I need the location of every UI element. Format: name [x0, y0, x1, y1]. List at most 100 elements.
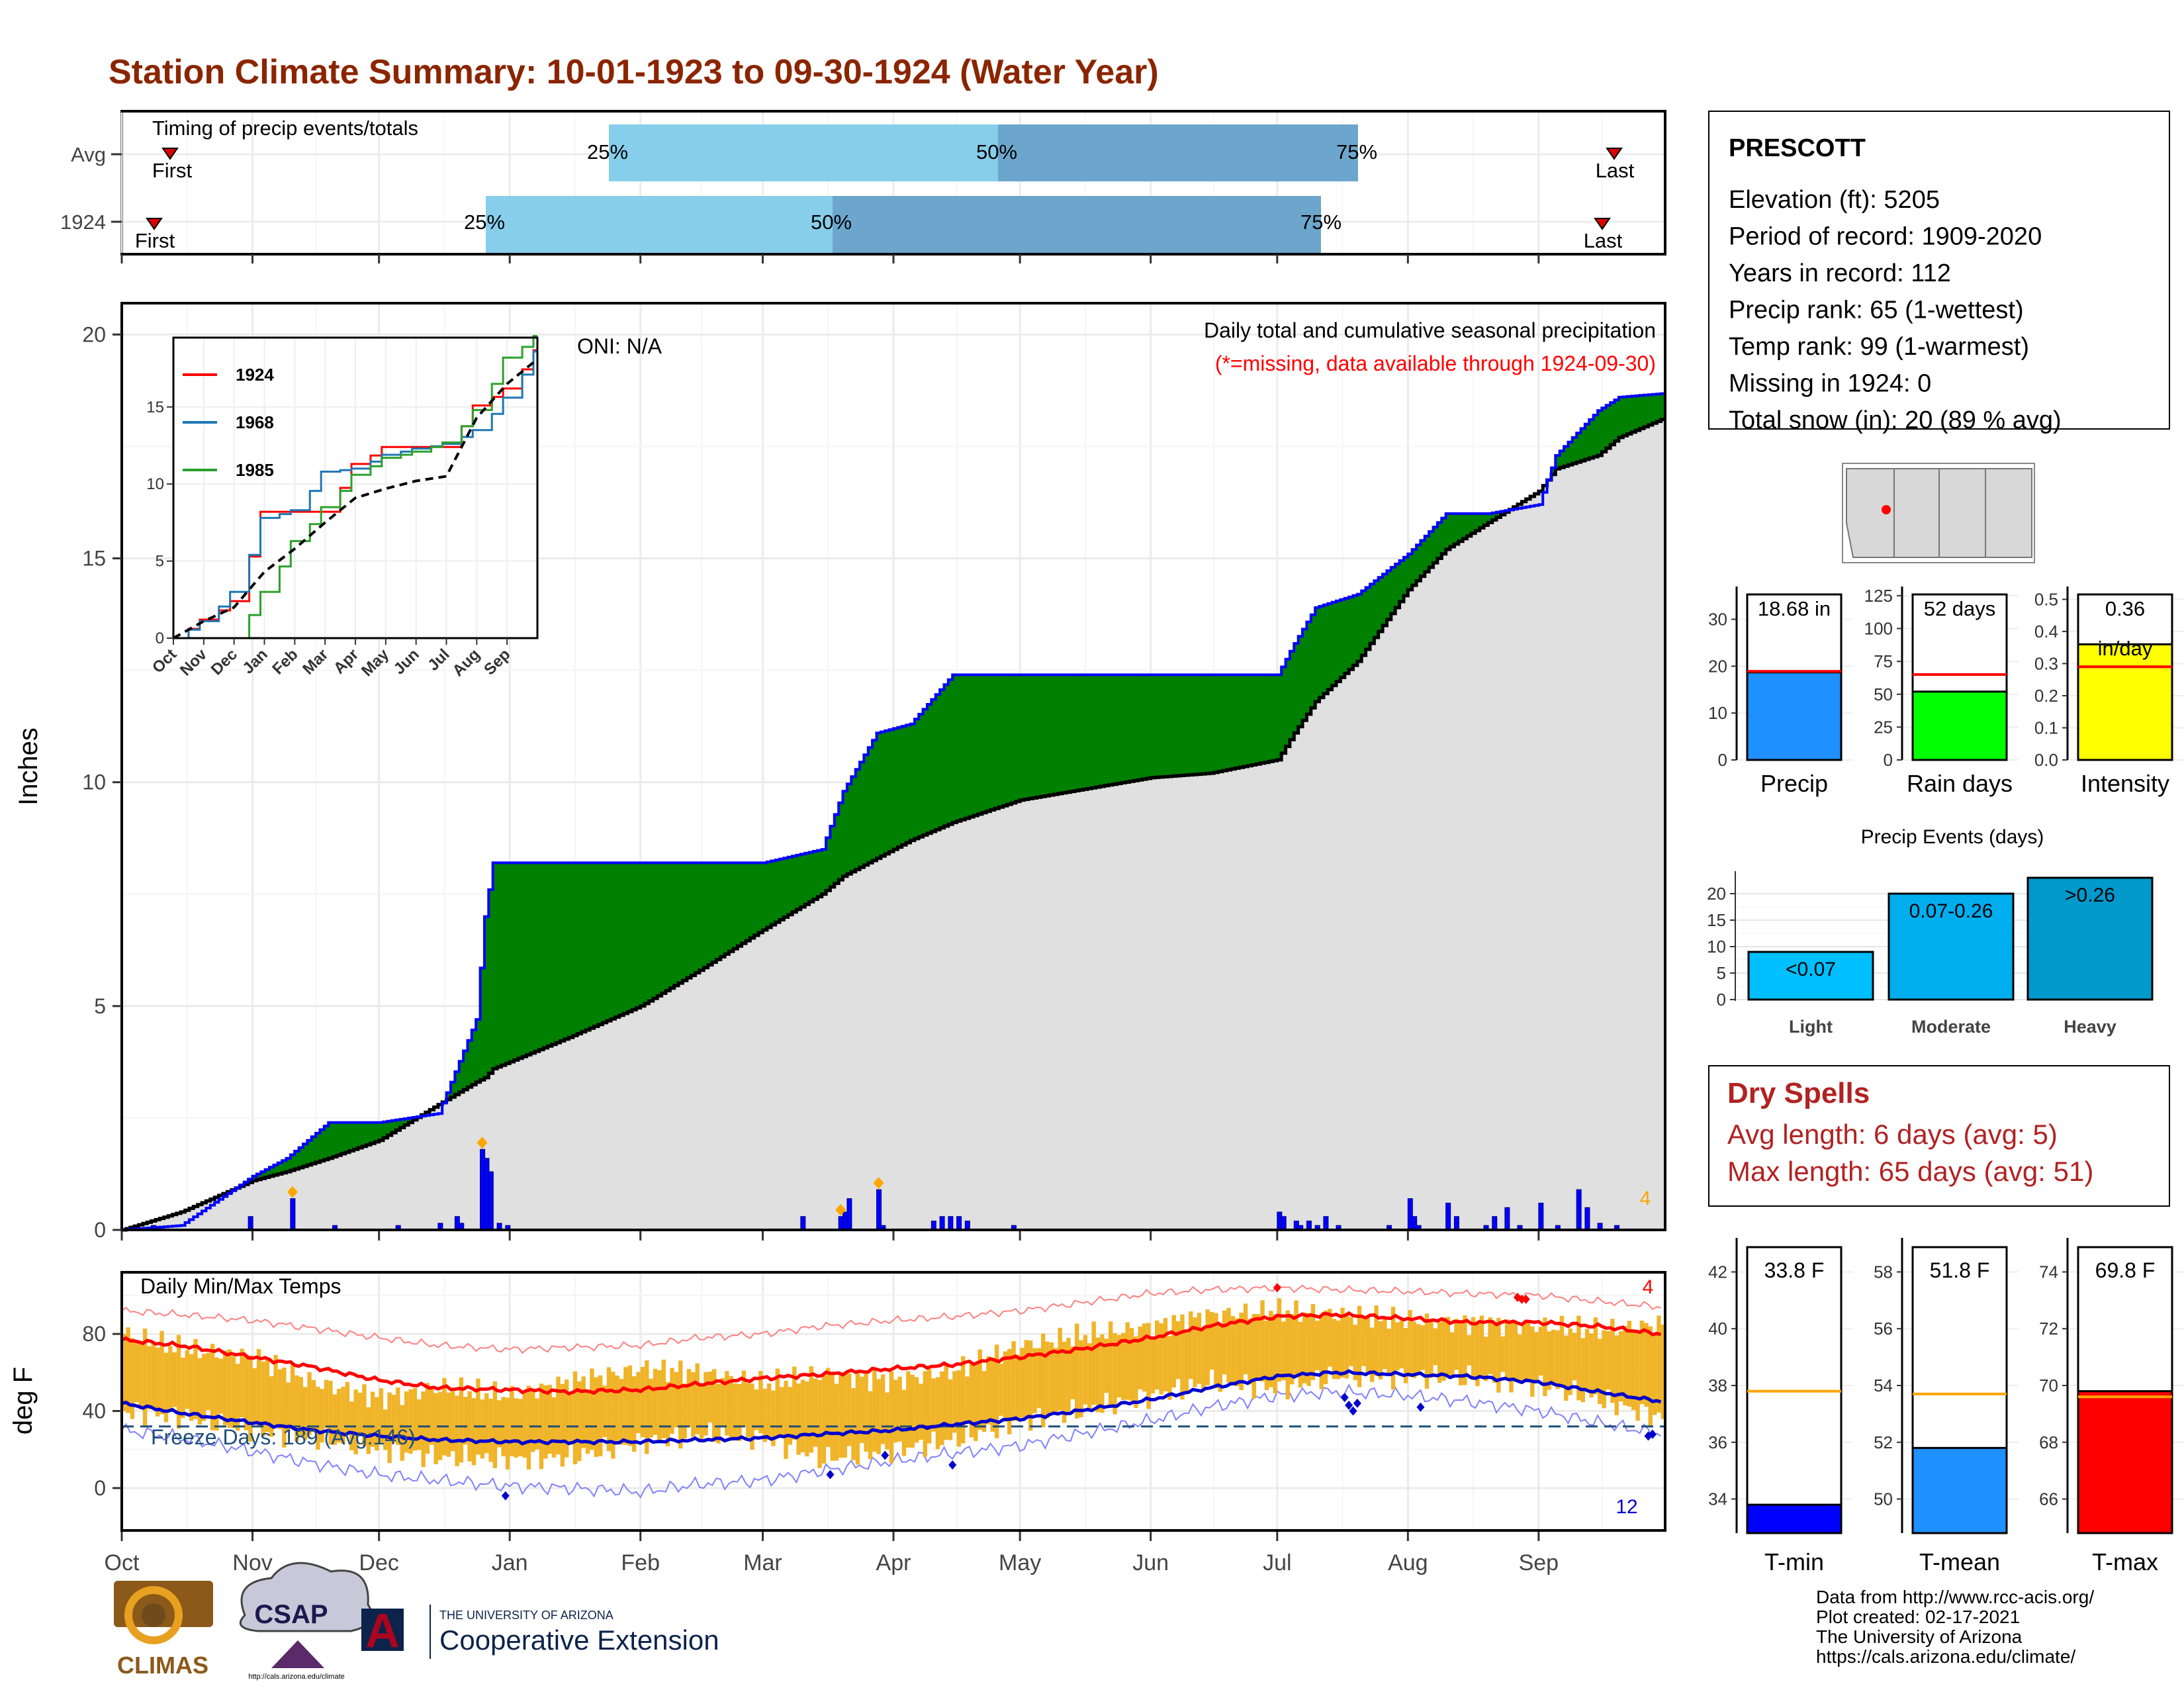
daily-temp-bar [919, 1383, 923, 1440]
legend-1968-label: 1968 [236, 412, 274, 432]
daily-temp-bar [1323, 1310, 1328, 1385]
snow-count: 4 [1640, 1188, 1651, 1209]
daily-temp-bar [1214, 1313, 1218, 1389]
mini-bar-category-label: Intensity [2081, 770, 2169, 797]
daily-temp-bar [1475, 1323, 1480, 1387]
daily-temp-bar [686, 1369, 692, 1428]
daily-temp-bar [1079, 1340, 1083, 1417]
mini-ytick-label: 0.3 [2034, 653, 2058, 673]
daily-temp-bar [974, 1364, 978, 1441]
dry-spells-avg: Avg length: 6 days (avg: 5) [1727, 1119, 2058, 1150]
daily-temp-bar [594, 1377, 599, 1457]
first-marker-avg-icon [161, 148, 179, 160]
y1924-p50-label: 50% [811, 211, 852, 234]
daily-temp-bar [657, 1370, 662, 1442]
daily-temp-bar [1306, 1313, 1311, 1386]
daily-temp-bar [214, 1357, 219, 1431]
daily-temp-bar [345, 1382, 350, 1435]
daily-temp-bar [729, 1376, 733, 1438]
station-name: PRESCOTT [1729, 134, 1866, 162]
mini-ytick-label: 0.4 [2034, 622, 2058, 641]
daily-temp-bar [792, 1366, 797, 1440]
precip-ytick-label: 20 [82, 322, 106, 346]
record-low-marker [1416, 1402, 1425, 1412]
temp-summary-ytick-label: 68 [2039, 1432, 2058, 1452]
cumulative-1924-line [122, 392, 1665, 1231]
mini-ytick-label: 75 [1874, 651, 1893, 671]
event-bar-heavy [2026, 876, 2154, 1001]
daily-temp-bar [412, 1387, 418, 1451]
daily-temp-bar [231, 1356, 236, 1429]
temp-summary-category-label: T-min [1764, 1548, 1824, 1575]
daily-temp-bar [1015, 1354, 1021, 1421]
daily-temp-bar [1277, 1298, 1282, 1382]
daily-temp-bar [227, 1349, 232, 1428]
daily-temp-bar [1328, 1309, 1332, 1367]
record-max-line [121, 1284, 1661, 1354]
daily-temp-bar [880, 1374, 886, 1444]
daily-temp-bar [631, 1376, 637, 1452]
daily-temp-bar [244, 1354, 249, 1430]
daily-temp-bar [1441, 1317, 1446, 1381]
timing-panel: Timing of precip events/totals Avg 1924 … [60, 110, 1666, 263]
temp-summary-bar [1746, 1503, 1843, 1534]
daily-temp-bar [830, 1374, 835, 1461]
timing-row-1924: 1924 [60, 211, 106, 234]
daily-temp-bar [1639, 1320, 1645, 1404]
daily-temp-bar [400, 1405, 404, 1461]
daily-temp-bar [1310, 1304, 1316, 1380]
timing-row-avg: Avg [71, 143, 106, 166]
daily-temp-bar [1534, 1332, 1539, 1382]
daily-temp-bar [1467, 1335, 1471, 1366]
daily-temp-bar [1264, 1321, 1269, 1390]
event-bar-label: 0.07-0.26 [1909, 900, 1993, 922]
last-marker-1924-icon [1594, 218, 1611, 230]
daily-temp-bar [1189, 1311, 1193, 1380]
temp-summary-ytick-label: 56 [1874, 1319, 1893, 1338]
daily-temp-bar [636, 1372, 641, 1433]
daily-temp-bar [1087, 1343, 1092, 1409]
month-label: Jan [492, 1550, 528, 1575]
location-map [1842, 463, 2035, 563]
daily-temp-bar [653, 1368, 658, 1435]
daily-temp-bar [492, 1381, 498, 1468]
daily-temp-bar [1319, 1316, 1324, 1389]
daily-temp-bar [1602, 1330, 1606, 1409]
mini-bar-value [1746, 671, 1843, 761]
daily-temp-bar [1108, 1321, 1113, 1406]
mini-ytick-label: 0.1 [2034, 718, 2058, 737]
precip-ytick-label: 5 [94, 994, 106, 1018]
footer-line: The University of Arizona [1816, 1626, 2023, 1647]
daily-temp-bar [497, 1400, 502, 1448]
daily-temp-bar [598, 1375, 603, 1456]
avg-max-line [121, 1311, 1662, 1396]
daily-temp-bar [357, 1392, 363, 1434]
avg-p25-label: 25% [587, 140, 628, 164]
daily-temp-bar [986, 1356, 991, 1425]
temp-summary-ytick-label: 72 [2039, 1319, 2058, 1338]
month-label: Mar [743, 1550, 782, 1575]
footer-line: Data from http://www.rcc-acis.org/ [1816, 1587, 2094, 1607]
mini-bar-unit-label: in/day [2098, 637, 2153, 660]
daily-temp-bar [433, 1393, 438, 1464]
daily-temp-bar [1121, 1333, 1126, 1401]
avg-min-line [121, 1369, 1662, 1446]
y1924-p25-label: 25% [464, 211, 505, 234]
mini-bar-category-label: Precip [1760, 770, 1828, 797]
station-info-line: Temp rank: 99 (1-warmest) [1729, 333, 2029, 361]
daily-temp-bar [906, 1371, 911, 1448]
daily-temp-bar [1007, 1348, 1012, 1434]
event-bar-moderate [1888, 892, 2015, 1001]
daily-temp-bar [885, 1392, 889, 1450]
event-ytick-label: 20 [1707, 884, 1726, 904]
station-info-line: Elevation (ft): 5205 [1729, 186, 1940, 214]
daily-temp-bar [805, 1382, 809, 1457]
daily-precip-bar [931, 1220, 936, 1231]
daily-precip-bar [290, 1198, 296, 1231]
daily-temp-bar [716, 1383, 721, 1444]
daily-temp-bar [944, 1362, 948, 1440]
daily-temp-bar [800, 1380, 805, 1452]
daily-temp-bar [910, 1374, 915, 1448]
temp-summary-category-label: T-mean [1919, 1548, 2000, 1575]
daily-temp-bar [665, 1382, 670, 1446]
